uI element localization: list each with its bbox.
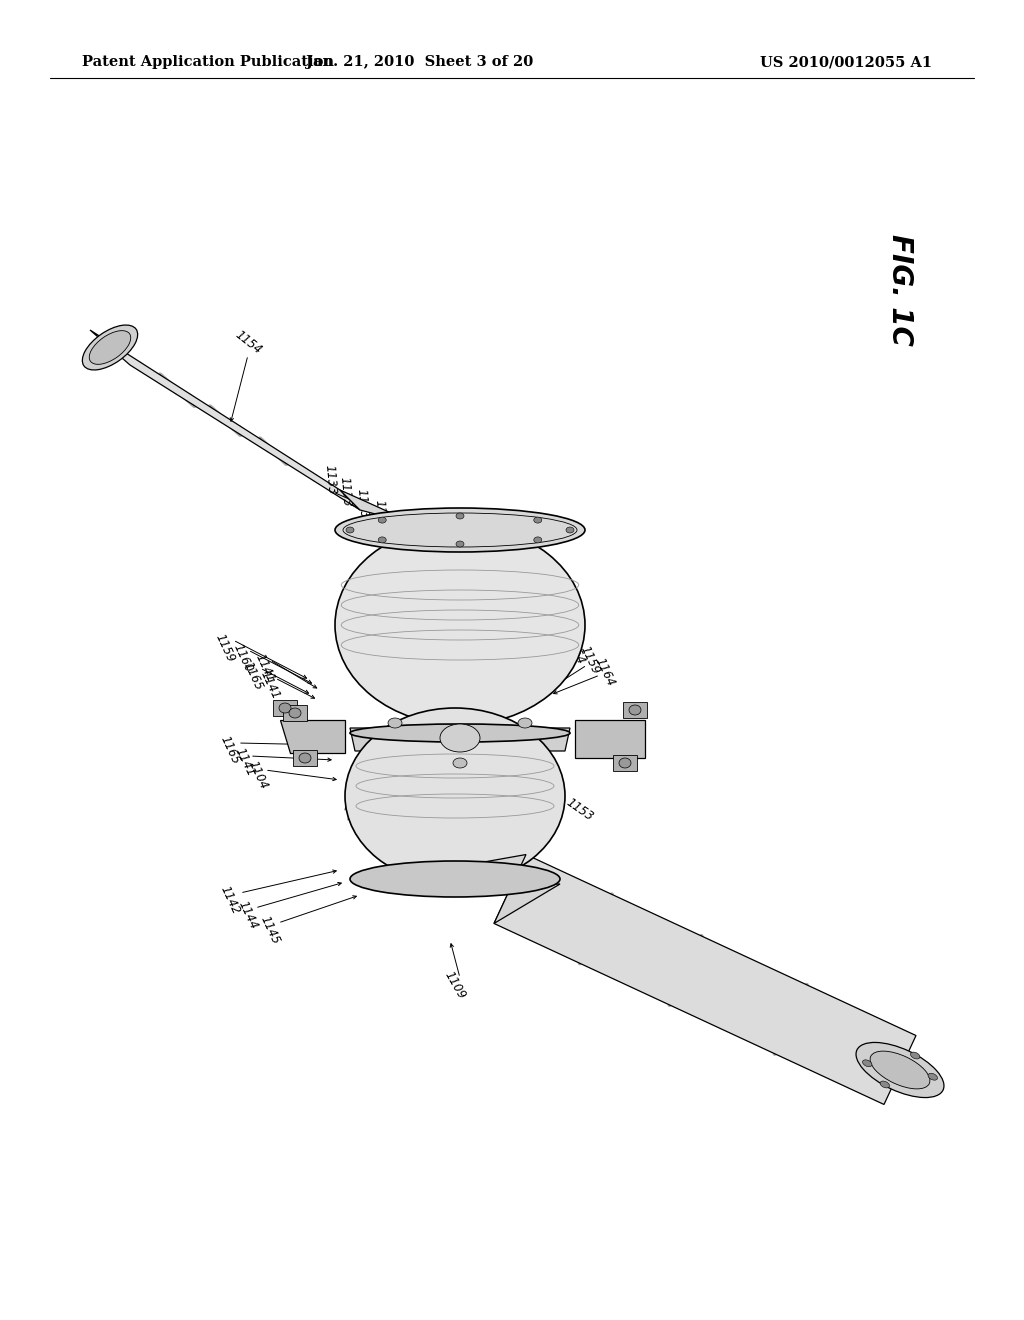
Ellipse shape xyxy=(862,1060,872,1067)
Ellipse shape xyxy=(880,1081,890,1088)
Polygon shape xyxy=(293,750,317,766)
Polygon shape xyxy=(494,854,916,1105)
Text: 1141: 1141 xyxy=(232,746,257,779)
Ellipse shape xyxy=(89,330,131,364)
Text: 1165: 1165 xyxy=(218,734,243,767)
Text: FIG. 1C: FIG. 1C xyxy=(886,234,914,346)
Ellipse shape xyxy=(378,517,386,523)
Ellipse shape xyxy=(453,758,467,768)
Text: 1153: 1153 xyxy=(564,796,596,824)
Polygon shape xyxy=(283,705,307,721)
Ellipse shape xyxy=(456,513,464,519)
Polygon shape xyxy=(280,719,345,752)
Ellipse shape xyxy=(289,708,301,718)
Text: 1133: 1133 xyxy=(337,477,353,507)
Ellipse shape xyxy=(350,723,570,742)
Polygon shape xyxy=(360,854,560,924)
Polygon shape xyxy=(273,700,297,715)
Ellipse shape xyxy=(335,508,585,552)
Ellipse shape xyxy=(870,1051,930,1089)
Ellipse shape xyxy=(335,525,585,725)
Text: Patent Application Publication: Patent Application Publication xyxy=(82,55,334,69)
Ellipse shape xyxy=(440,723,480,752)
Polygon shape xyxy=(613,755,637,771)
Text: 1103: 1103 xyxy=(354,488,370,520)
Text: 1164: 1164 xyxy=(593,656,617,688)
Text: 1141: 1141 xyxy=(258,669,283,701)
Text: 1159: 1159 xyxy=(213,632,238,664)
Ellipse shape xyxy=(456,541,464,546)
Ellipse shape xyxy=(350,861,560,898)
Polygon shape xyxy=(340,490,475,540)
Text: 1141: 1141 xyxy=(253,652,278,684)
Ellipse shape xyxy=(82,325,137,370)
Ellipse shape xyxy=(534,537,542,543)
Ellipse shape xyxy=(910,1052,920,1059)
Text: Jan. 21, 2010  Sheet 3 of 20: Jan. 21, 2010 Sheet 3 of 20 xyxy=(306,55,534,69)
Text: 1133: 1133 xyxy=(411,520,426,552)
Text: 1109: 1109 xyxy=(442,969,468,1002)
Text: 1104: 1104 xyxy=(246,759,270,792)
Ellipse shape xyxy=(345,708,565,884)
Text: 1106: 1106 xyxy=(506,519,530,552)
Text: 1133: 1133 xyxy=(390,511,406,541)
Ellipse shape xyxy=(378,537,386,543)
Ellipse shape xyxy=(928,1073,937,1080)
Ellipse shape xyxy=(388,718,402,729)
Ellipse shape xyxy=(518,718,532,729)
Text: 1144: 1144 xyxy=(236,899,260,932)
Ellipse shape xyxy=(346,527,354,533)
Ellipse shape xyxy=(566,527,574,533)
Text: 1164: 1164 xyxy=(563,634,587,667)
Text: 1112: 1112 xyxy=(372,499,388,531)
Polygon shape xyxy=(90,330,360,510)
Polygon shape xyxy=(575,719,645,758)
Ellipse shape xyxy=(299,752,311,763)
Text: 1154: 1154 xyxy=(232,327,264,356)
Ellipse shape xyxy=(534,517,542,523)
Text: 1159: 1159 xyxy=(578,644,602,676)
Polygon shape xyxy=(350,729,570,751)
Ellipse shape xyxy=(618,758,631,768)
Text: US 2010/0012055 A1: US 2010/0012055 A1 xyxy=(760,55,932,69)
Text: 1133: 1133 xyxy=(323,465,338,495)
Ellipse shape xyxy=(279,704,291,713)
Text: 1145: 1145 xyxy=(258,913,283,946)
Text: 1142: 1142 xyxy=(218,883,243,916)
Ellipse shape xyxy=(856,1043,944,1097)
Text: 1160: 1160 xyxy=(548,623,572,656)
Polygon shape xyxy=(623,702,647,718)
Text: 1160: 1160 xyxy=(230,642,255,675)
Text: 1165: 1165 xyxy=(241,660,265,693)
Ellipse shape xyxy=(629,705,641,715)
